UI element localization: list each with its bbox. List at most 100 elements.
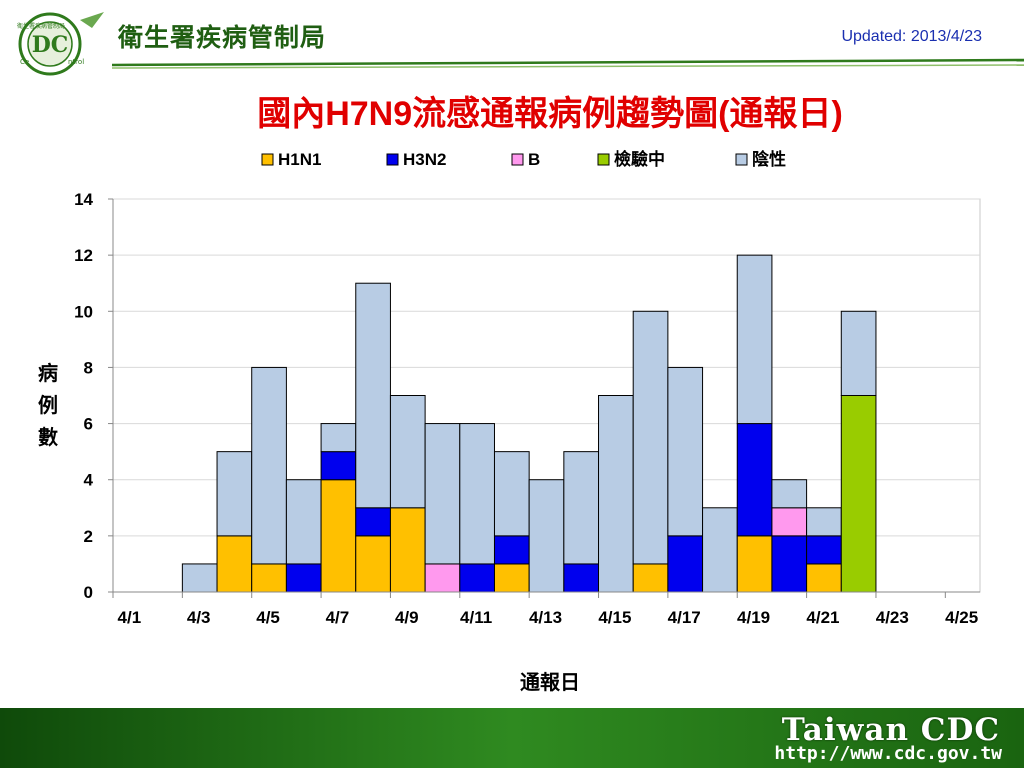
svg-text:衛生署疾病管制局: 衛生署疾病管制局 [17,22,65,30]
bar-segment [736,535,773,593]
bar-segment [493,535,530,565]
bar-segment [251,366,287,565]
y-axis-title: 病例數 [38,361,58,449]
chart-title: 國內H7N9流感通報病例趨勢圖(通報日) [0,86,1024,135]
legend-label: B [528,150,540,169]
x-tick-label: 4/23 [876,608,909,627]
bar-segment [840,310,877,397]
y-tick-label: 8 [84,358,93,377]
bar-segment [285,479,322,565]
legend-swatch [386,153,399,166]
legend-label: 陰性 [752,149,786,169]
bar-segment [806,535,842,565]
bar-segment [459,423,495,565]
chart-axes: 0 2 4 6 8 10 12 14 4/1 4/3 4/5 4/7 4/9 4/11 4/13 4/15 4/… [74,190,980,627]
bar-segment [771,479,808,509]
bar-segment [736,254,773,425]
title-paren-close: ) [831,95,843,133]
x-tick-label: 4/1 [118,608,142,627]
chart-bars [181,254,877,593]
bar-segment [355,282,391,509]
updated-date: Updated: 2013/4/23 [841,28,982,45]
header-divider [112,58,1024,69]
bar-segment [632,310,669,565]
legend-swatch [735,153,748,166]
bar-segment [320,479,357,593]
bar-segment [736,423,773,537]
bar-segment [181,563,218,593]
header-bar: DC 衛生署疾病管制局 Ce ntrol 衛生署疾病管制局 Updated: 2… [0,0,1024,80]
footer-brand: Taiwan CDC [781,712,1000,748]
bar-segment [389,395,426,509]
bar-segment [806,507,842,537]
bar-segment [667,535,704,593]
bar-segment [493,451,530,537]
cdc-logo: DC 衛生署疾病管制局 Ce ntrol [17,12,104,76]
svg-text:ntrol: ntrol [68,58,84,66]
title-paren-open: ( [718,95,730,133]
bar-segment [632,563,669,593]
bar-segment [320,423,357,453]
bar-segment [840,395,877,593]
bar-segment [424,563,461,593]
title-paren-text: 通報日 [729,94,832,134]
x-tick-label: 4/9 [395,608,419,627]
x-tick-label: 4/7 [326,608,350,627]
x-tick-label: 4/13 [529,608,562,627]
bar-segment [285,563,322,593]
bar-segment [320,451,357,481]
bar-segment [355,535,391,593]
stacked-bar-chart: H1N1 H3N2 B 檢驗中 陰性 0 2 4 6 8 10 12 14 4/1 4/3 4/5 4/7 4/… [38,149,981,694]
legend-swatch [511,153,524,166]
x-tick-label: 4/19 [737,608,770,627]
bar-segment [389,507,426,593]
y-tick-label: 12 [74,246,93,265]
x-tick-label: 4/5 [256,608,280,627]
x-axis-title: 通報日 [520,670,580,694]
bar-segment [771,535,808,593]
legend-label: H3N2 [403,150,446,169]
y-tick-label: 14 [74,190,93,209]
bar-segment [216,535,253,593]
bar-segment [251,563,287,593]
y-axis-title-char: 數 [38,425,58,449]
bar-segment [216,451,253,537]
bar-segment [771,507,808,537]
y-tick-label: 10 [74,302,93,321]
title-prefix: 國內 [257,94,326,134]
footer-bar [0,708,1024,768]
agency-name: 衛生署疾病管制局 [118,23,327,52]
bar-segment [459,563,495,593]
y-axis-title-char: 病 [38,361,58,385]
y-tick-label: 0 [84,583,93,602]
legend-swatch [597,153,610,166]
bar-segment [355,507,391,537]
bar-segment [702,507,738,593]
y-tick-label: 6 [84,415,93,434]
bar-segment [563,451,600,565]
bar-segment [667,366,704,537]
x-tick-label: 4/3 [187,608,211,627]
bar-segment [806,563,842,593]
bar-segment [493,563,530,593]
y-tick-label: 2 [84,527,93,546]
x-tick-label: 4/25 [945,608,978,627]
x-tick-label: 4/17 [668,608,701,627]
title-suffix: 流感通報病例趨勢圖 [412,94,719,134]
x-tick-label: 4/15 [598,608,631,627]
legend-swatch [261,153,274,166]
svg-text:DC: DC [32,32,69,58]
y-axis-title-char: 例 [38,393,58,417]
x-tick-label: 4/11 [460,608,492,627]
chart-legend: H1N1 H3N2 B 檢驗中 陰性 [261,149,786,169]
bar-segment [424,423,461,565]
svg-text:Ce: Ce [20,58,29,66]
bar-segment [598,395,634,593]
legend-label: H1N1 [278,150,321,169]
x-tick-label: 4/21 [806,608,839,627]
y-tick-label: 4 [84,471,94,490]
title-bold: H7N9 [325,95,413,133]
bar-segment [528,479,565,593]
footer-url[interactable]: http://www.cdc.gov.tw [774,743,1002,764]
bar-segment [563,563,600,593]
